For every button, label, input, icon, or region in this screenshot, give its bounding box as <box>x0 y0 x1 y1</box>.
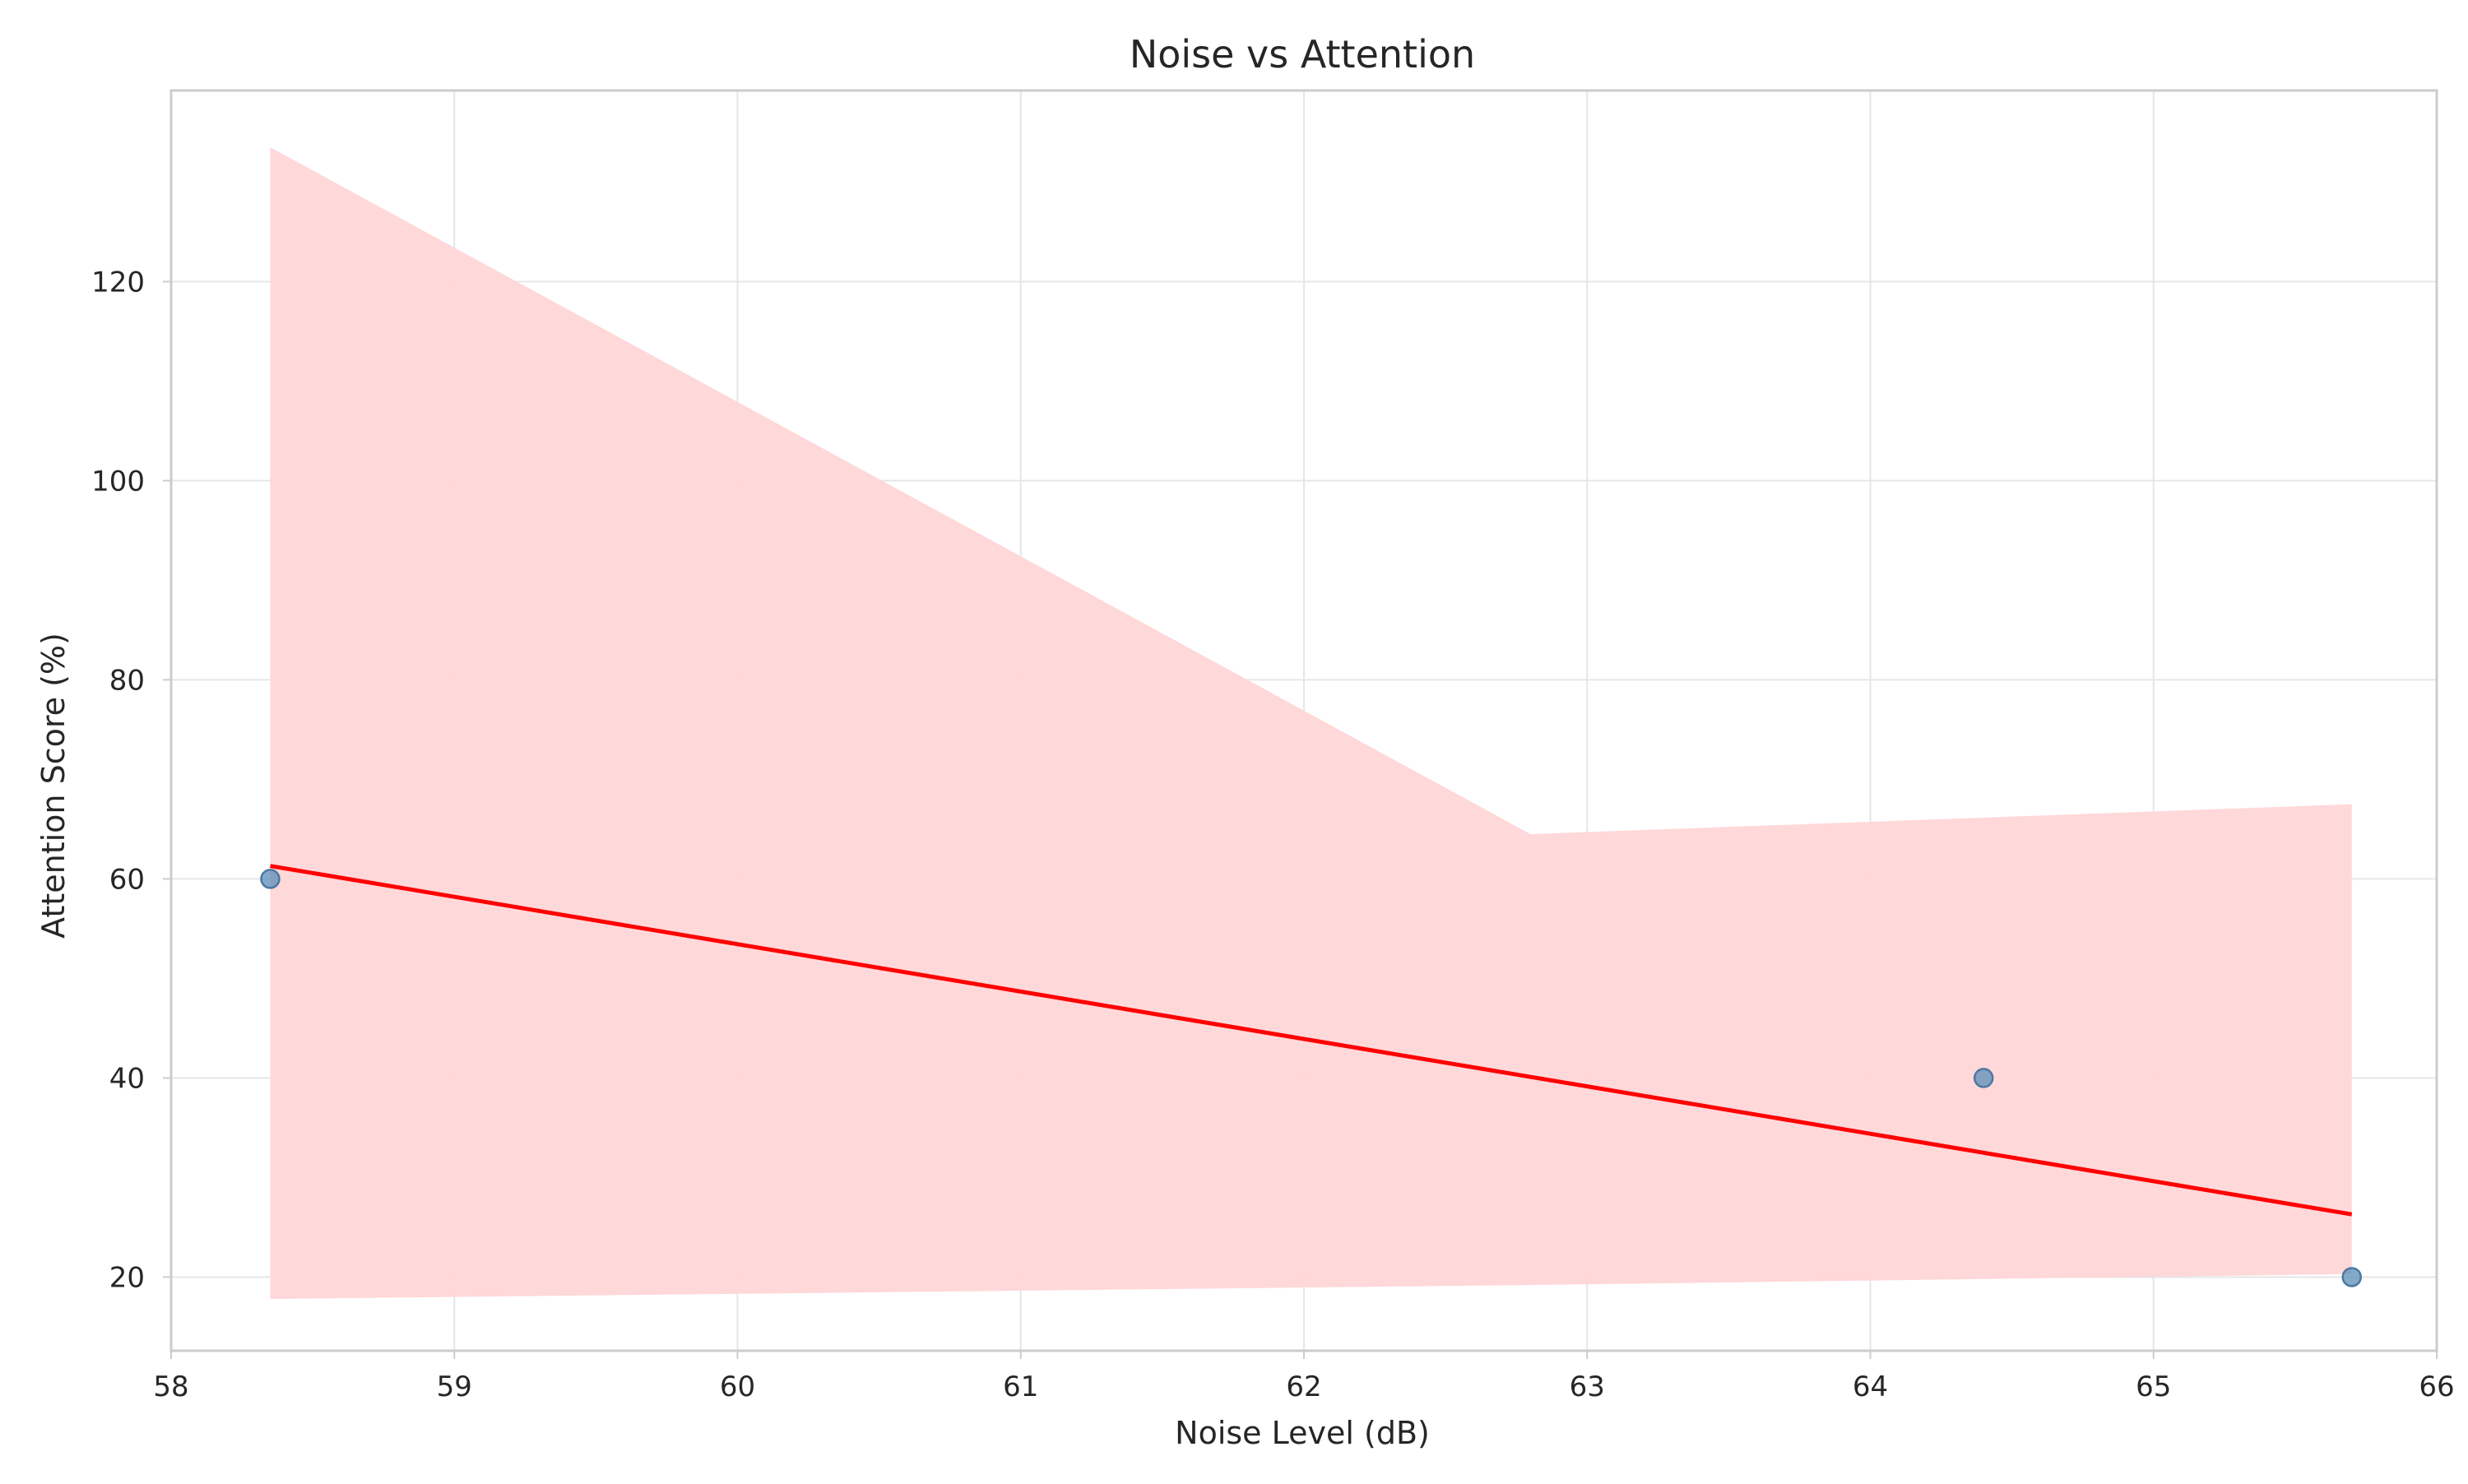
data-point <box>1973 1068 1994 1088</box>
x-tick-label: 63 <box>1570 1370 1605 1403</box>
band-layer <box>270 146 2352 1300</box>
line-layer <box>270 864 2353 1217</box>
y-tick-label: 60 <box>109 863 145 896</box>
x-tick-label: 66 <box>2419 1370 2454 1403</box>
x-axis-label: Noise Level (dB) <box>1175 1415 1430 1451</box>
chart-title: Noise vs Attention <box>1130 32 1475 77</box>
axis-layer: 58 59 60 61 62 63 64 65 66 20 40 60 80 100 120 <box>91 89 2455 1403</box>
x-tick-label: 60 <box>720 1370 755 1403</box>
point-layer <box>260 869 2362 1287</box>
x-tick-label: 59 <box>437 1370 472 1403</box>
y-tick-label: 120 <box>91 266 145 299</box>
y-tick-label: 40 <box>109 1062 145 1095</box>
y-tick-label: 100 <box>91 465 145 498</box>
data-point <box>260 869 281 889</box>
x-tick-label: 61 <box>1003 1370 1038 1403</box>
confidence-band <box>270 146 2352 1300</box>
y-axis-label: Attention Score (%) <box>35 633 72 939</box>
x-tick-label: 58 <box>153 1370 188 1403</box>
x-tick-label: 65 <box>2136 1370 2171 1403</box>
data-point <box>2341 1267 2362 1287</box>
y-tick-label: 80 <box>109 664 145 697</box>
regression-line <box>270 864 2353 1217</box>
x-tick-label: 62 <box>1286 1370 1321 1403</box>
y-tick-label: 20 <box>109 1261 145 1294</box>
x-tick-label: 64 <box>1853 1370 1888 1403</box>
